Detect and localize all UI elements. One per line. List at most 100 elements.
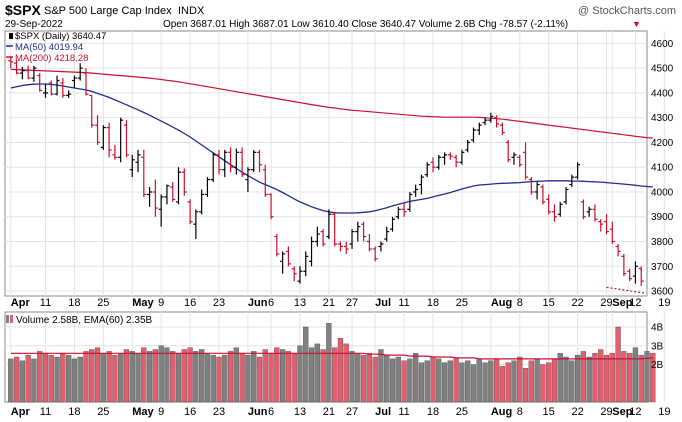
x-tick-label: Sep	[612, 297, 632, 309]
volume-bar	[141, 347, 147, 403]
ohlc-bar	[332, 211, 338, 247]
price-y-tick-label: 3900	[651, 212, 674, 223]
volume-bar	[540, 364, 546, 403]
volume-x-tick-label: 11	[40, 406, 51, 418]
volume-x-tick-label: Apr	[11, 406, 31, 418]
volume-x-tick-label: Aug	[491, 406, 512, 418]
x-tick-label: 25	[456, 297, 468, 309]
volume-bar	[574, 354, 581, 403]
symbol: $SPX	[5, 2, 41, 18]
price-y-tick-label: 4000	[651, 187, 674, 198]
ohlc-bar	[517, 154, 523, 168]
ohlc-bar	[632, 261, 638, 284]
volume-bar	[123, 349, 130, 403]
ohlc-bar	[25, 65, 31, 80]
volume-bar	[557, 353, 563, 403]
volume-x-tick-label: 11	[398, 406, 409, 418]
price-panel-frame	[4, 30, 648, 297]
ohlc-bar	[228, 147, 234, 173]
volume-bar	[389, 358, 396, 403]
ohlc-bar	[147, 187, 153, 207]
volume-bar	[609, 353, 615, 403]
ohlc-bar	[320, 229, 326, 247]
volume-x-tick-label: 25	[97, 406, 109, 418]
volume-x-tick-label: Jun	[248, 406, 268, 418]
ohlc-bar	[66, 90, 72, 98]
ohlc-bar	[280, 251, 286, 274]
ohlc-bar	[274, 234, 280, 257]
ohlc-bar	[418, 174, 424, 195]
volume-bar	[233, 347, 239, 403]
volume-bar	[551, 358, 558, 403]
ohlc-bar	[534, 182, 540, 200]
volume-legend-swatch-down	[10, 315, 13, 323]
volume-x-tick-label: 15	[543, 406, 555, 418]
price-y-tick-label: 4300	[651, 113, 674, 124]
ohlc-bar	[621, 253, 627, 277]
ohlc-bar	[499, 122, 505, 136]
volume-x-tick-label: 18	[427, 406, 439, 418]
x-tick-label: 12	[629, 297, 641, 309]
price-y-tick-label: 3700	[651, 262, 674, 273]
volume-bar	[384, 354, 390, 403]
volume-x-tick-label: 23	[213, 406, 225, 418]
ohlc-bar	[262, 164, 268, 197]
ohlc-bar	[187, 199, 193, 225]
ohlc-bar	[135, 149, 141, 173]
exchange: INDX	[178, 5, 205, 17]
ohlc-bar	[19, 66, 25, 80]
ohlc-bar	[511, 152, 517, 165]
volume-bar	[60, 353, 66, 403]
ohlc-bar	[384, 226, 390, 242]
ohlc-bar	[309, 236, 315, 267]
ohlc-bar	[505, 139, 511, 163]
volume-legend-swatch-up	[6, 315, 9, 323]
ohlc-bar	[158, 194, 164, 227]
ohlc-bar	[89, 94, 95, 128]
price-legend: $SPX (Daily) 3640.47 MA(50) 4019.94 MA(2…	[6, 31, 106, 64]
volume-x-tick-label: 8	[517, 406, 523, 418]
volume-bar	[511, 360, 517, 403]
ohlc-bar	[303, 251, 309, 277]
volume-bar	[210, 354, 216, 403]
ohlc-bar	[54, 75, 60, 96]
ohlc-bar	[337, 241, 343, 252]
ohlc-bar	[361, 221, 367, 242]
volume-bar	[251, 351, 257, 403]
volume-bar	[112, 354, 118, 403]
ohlc-bar	[216, 149, 222, 175]
chg-down-icon: ▼	[632, 19, 641, 29]
ohlc-bar	[465, 139, 471, 153]
x-tick-label: Jul	[375, 297, 391, 309]
volume-x-tick-label: Sep	[612, 406, 632, 418]
price-y-tick-label: 4600	[651, 39, 674, 50]
volume-bar	[187, 347, 193, 403]
ohlc-readout: Open 3687.01 High 3687.01 Low 3610.40 Cl…	[163, 19, 568, 30]
price-y-tick-label: 4100	[651, 163, 674, 174]
volume-y-tick-label: 4B	[651, 323, 664, 334]
volume-bar	[441, 362, 448, 403]
volume-bar	[19, 360, 25, 403]
volume-bar	[320, 349, 326, 403]
x-tick-label: 9	[158, 297, 164, 309]
ohlc-bar	[71, 75, 77, 88]
ohlc-bar	[343, 241, 349, 254]
volume-bar	[522, 368, 529, 403]
volume-bar	[337, 338, 344, 403]
x-tick-label: 21	[323, 297, 335, 309]
ohlc-bar	[395, 206, 401, 220]
volume-bar	[366, 353, 372, 403]
volume-bar	[436, 358, 442, 403]
volume-bar	[453, 358, 459, 403]
volume-legend: Volume 2.58B, EMA(60) 2.35B	[6, 315, 153, 326]
ohlc-bar	[494, 115, 500, 128]
volume-bar	[627, 353, 633, 403]
volume-bar	[505, 362, 511, 403]
ohlc-bar	[378, 241, 384, 252]
ohlc-bar	[118, 117, 124, 163]
volume-bar	[534, 358, 540, 403]
ohlc-bar	[482, 117, 488, 126]
x-tick-label: 29	[600, 297, 612, 309]
ma50-line	[10, 83, 653, 214]
x-tick-label: 25	[97, 297, 109, 309]
